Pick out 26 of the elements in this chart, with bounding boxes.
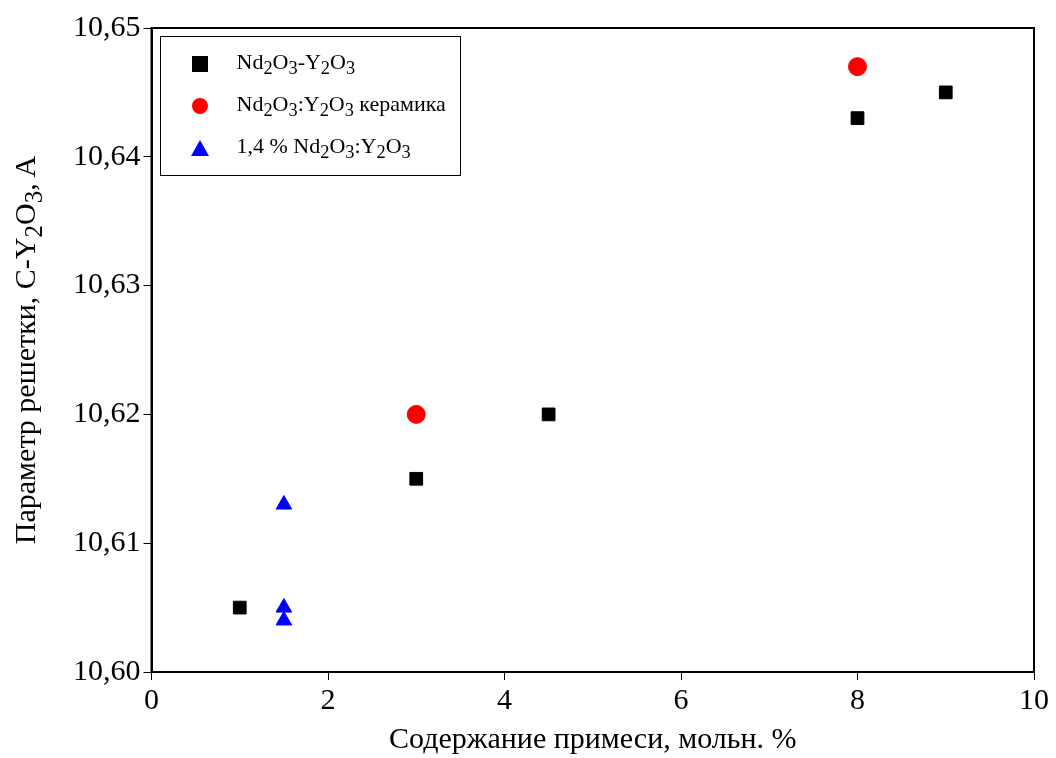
text: Nd$_{2}$O$_{3}$:Y$_{2}$O$_{3}$ керамика <box>236 90 446 121</box>
point <box>848 57 867 77</box>
point <box>275 598 293 613</box>
point <box>409 471 424 486</box>
point <box>938 85 953 100</box>
x-tick-label: 0 <box>144 681 159 715</box>
point <box>232 600 247 615</box>
y-tick-label: 10,61 <box>73 524 141 558</box>
point <box>541 407 556 422</box>
x-tick-label: 8 <box>850 681 865 715</box>
x-tick-label: 10 <box>1019 681 1049 715</box>
x-tick-label: 4 <box>497 681 512 715</box>
legend-label: 1,4 % Nd$_{2}$O$_{3}$:Y$_{2}$O$_{3}$ <box>236 132 411 164</box>
y-tick-label: 10,60 <box>73 652 141 686</box>
y-tick-label: 10,65 <box>73 8 141 42</box>
point <box>275 495 293 510</box>
y-tick-label: 10,64 <box>73 137 141 171</box>
point <box>275 610 293 626</box>
legend-label: Nd$_{2}$O$_{3}$-Y$_{2}$O$_{3}$ <box>236 48 356 80</box>
x-tick-label: 6 <box>673 681 689 715</box>
point <box>850 111 865 126</box>
y-tick-label: 10,63 <box>73 266 141 300</box>
x-axis-title: Содержание примеси, мольн. % <box>388 720 797 754</box>
y-tick-label: 10,62 <box>73 395 141 429</box>
point <box>406 404 426 424</box>
x-tick-label: 2 <box>320 681 336 715</box>
